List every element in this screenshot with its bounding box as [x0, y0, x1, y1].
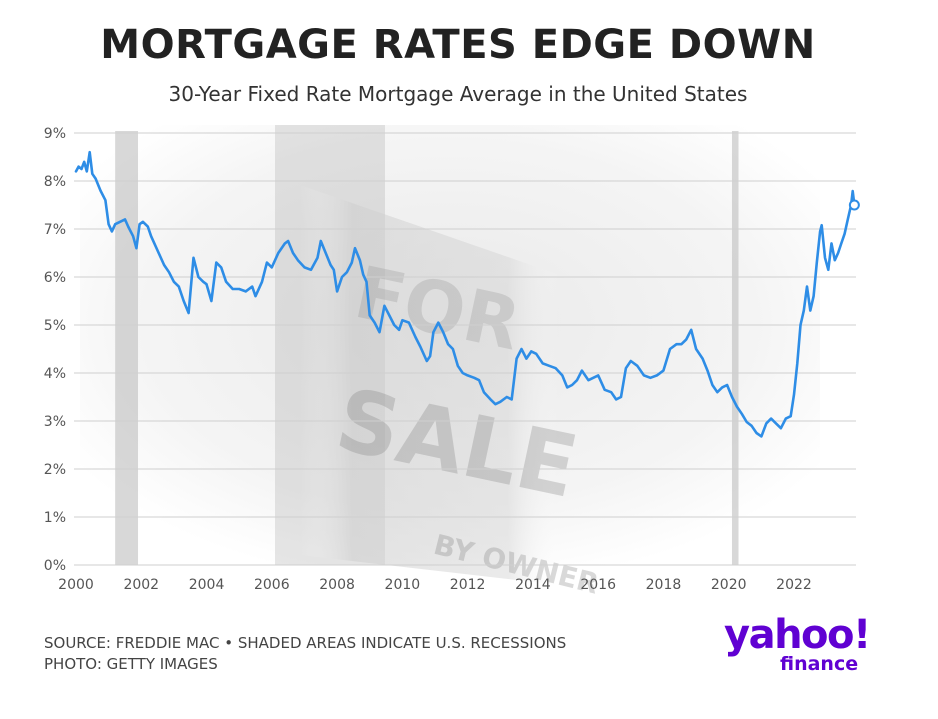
x-tick-label: 2008: [319, 577, 355, 593]
y-tick-label: 4%: [44, 366, 66, 382]
y-tick-label: 2%: [44, 462, 66, 478]
y-tick-label: 3%: [44, 414, 66, 430]
x-tick-label: 2014: [515, 577, 551, 593]
y-tick-label: 0%: [44, 558, 66, 574]
x-tick-label: 2012: [450, 577, 486, 593]
chart-title: MORTGAGE RATES EDGE DOWN: [100, 22, 816, 68]
chart-footer: SOURCE: FREDDIE MAC • SHADED AREAS INDIC…: [44, 633, 566, 675]
x-tick-label: 2022: [776, 577, 812, 593]
x-tick-label: 2016: [580, 577, 616, 593]
y-tick-label: 6%: [44, 270, 66, 286]
y-tick-label: 1%: [44, 510, 66, 526]
line-chart: FOR SALE BY OWNER 0% 1% 2% 3% 4% 5% 6% 7% 8% 9% 2…: [44, 125, 860, 595]
y-tick-label: 7%: [44, 222, 66, 238]
recession-band: [731, 131, 739, 565]
x-tick-label: 2000: [58, 577, 94, 593]
chart-subtitle: 30-Year Fixed Rate Mortgage Average in t…: [168, 82, 748, 106]
latest-value-marker: [848, 199, 860, 211]
recession-band: [115, 131, 139, 565]
x-tick-label: 2010: [385, 577, 421, 593]
logo-subtitle: finance: [780, 653, 859, 675]
source-note: SOURCE: FREDDIE MAC • SHADED AREAS INDIC…: [44, 634, 567, 652]
x-tick-label: 2018: [646, 577, 682, 593]
background-photo: FOR SALE BY OWNER: [80, 125, 820, 595]
x-tick-label: 2006: [254, 577, 290, 593]
x-tick-label: 2004: [189, 577, 225, 593]
y-tick-label: 9%: [44, 126, 66, 142]
mortgage-rate-line: [74, 150, 856, 438]
photo-credit: PHOTO: GETTY IMAGES: [44, 655, 218, 673]
infographic: MORTGAGE RATES EDGE DOWN 30-Year Fixed R…: [43, 22, 874, 676]
y-tick-label: 5%: [44, 318, 66, 334]
logo-wordmark: yahoo!: [724, 612, 871, 658]
x-tick-label: 2002: [123, 577, 159, 593]
yahoo-finance-logo: yahoo! finance: [724, 612, 874, 676]
y-tick-label: 8%: [44, 174, 66, 190]
x-tick-label: 2020: [711, 577, 747, 593]
